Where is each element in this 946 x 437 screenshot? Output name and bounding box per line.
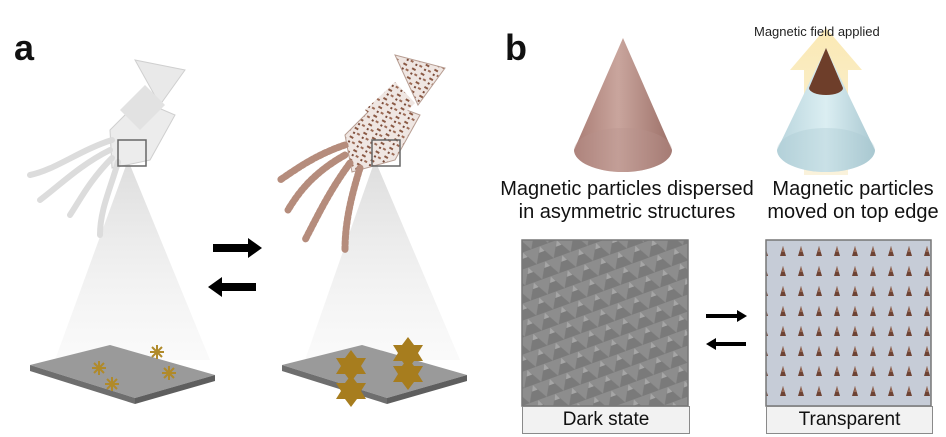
cone-dispersed bbox=[574, 38, 672, 172]
zoom-box-left bbox=[117, 139, 147, 167]
panel-b bbox=[521, 28, 932, 407]
state-label-dark: Dark state bbox=[522, 406, 690, 434]
arrow-left-icon bbox=[706, 338, 746, 350]
arrow-right-icon bbox=[706, 310, 747, 322]
panel-a bbox=[27, 54, 467, 407]
panel-label-a: a bbox=[14, 27, 35, 68]
platform-left bbox=[30, 345, 215, 404]
state-label-transparent: Transparent bbox=[766, 406, 933, 434]
squid-plain bbox=[27, 59, 186, 238]
caption-dispersed-line1: Magnetic particles dispersed bbox=[500, 178, 754, 200]
cone-magnetized bbox=[777, 28, 875, 175]
star-pattern-large bbox=[336, 337, 423, 407]
arrow-left-icon bbox=[208, 277, 256, 297]
light-beam-right bbox=[305, 160, 460, 360]
platform-right bbox=[282, 337, 467, 407]
caption-dispersed: Magnetic particles dispersed in asymmetr… bbox=[497, 178, 757, 224]
switch-arrows-a bbox=[208, 238, 262, 297]
caption-moved-line2: moved on top edge bbox=[767, 201, 939, 223]
caption-moved: Magnetic particles moved on top edge bbox=[760, 178, 946, 224]
transparent-array bbox=[765, 239, 932, 407]
field-label: Magnetic field applied bbox=[754, 24, 880, 39]
squid-particles bbox=[276, 54, 446, 254]
star-pattern-small bbox=[92, 345, 176, 391]
dark-state-array bbox=[521, 239, 689, 407]
panel-label-b: b bbox=[505, 27, 527, 68]
arrow-right-icon bbox=[213, 238, 262, 258]
caption-moved-line1: Magnetic particles bbox=[772, 178, 934, 200]
caption-dispersed-line2: in asymmetric structures bbox=[518, 201, 736, 223]
light-beam-left bbox=[55, 160, 210, 360]
switch-arrows-b bbox=[706, 310, 747, 350]
zoom-box-right bbox=[371, 139, 401, 167]
